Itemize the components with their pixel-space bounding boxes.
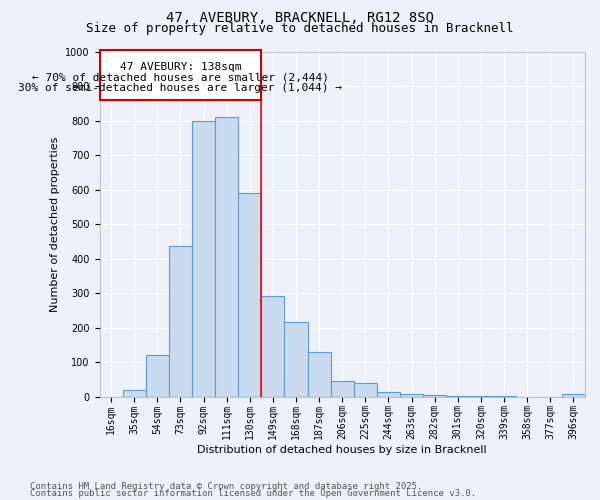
Text: Contains HM Land Registry data © Crown copyright and database right 2025.: Contains HM Land Registry data © Crown c… [30,482,422,491]
Bar [146,355,169,397]
Bar [284,322,308,396]
Text: Contains public sector information licensed under the Open Government Licence v3: Contains public sector information licen… [30,489,476,498]
Bar [562,394,585,396]
Y-axis label: Number of detached properties: Number of detached properties [50,136,60,312]
Bar [192,120,215,396]
Bar [122,390,146,396]
Bar [308,352,331,397]
Text: ← 70% of detached houses are smaller (2,444): ← 70% of detached houses are smaller (2,… [32,72,329,82]
Text: 30% of semi-detached houses are larger (1,044) →: 30% of semi-detached houses are larger (… [19,82,343,92]
Bar [262,296,284,396]
Bar [354,383,377,396]
X-axis label: Distribution of detached houses by size in Bracknell: Distribution of detached houses by size … [197,445,487,455]
Text: 47 AVEBURY: 138sqm: 47 AVEBURY: 138sqm [119,62,241,72]
Bar [169,246,192,396]
Bar [215,117,238,396]
Bar [331,381,354,396]
Bar [377,392,400,396]
FancyBboxPatch shape [100,50,262,100]
Bar [238,193,262,396]
Text: 47, AVEBURY, BRACKNELL, RG12 8SQ: 47, AVEBURY, BRACKNELL, RG12 8SQ [166,11,434,25]
Text: Size of property relative to detached houses in Bracknell: Size of property relative to detached ho… [86,22,514,35]
Bar [423,395,446,396]
Bar [400,394,423,396]
